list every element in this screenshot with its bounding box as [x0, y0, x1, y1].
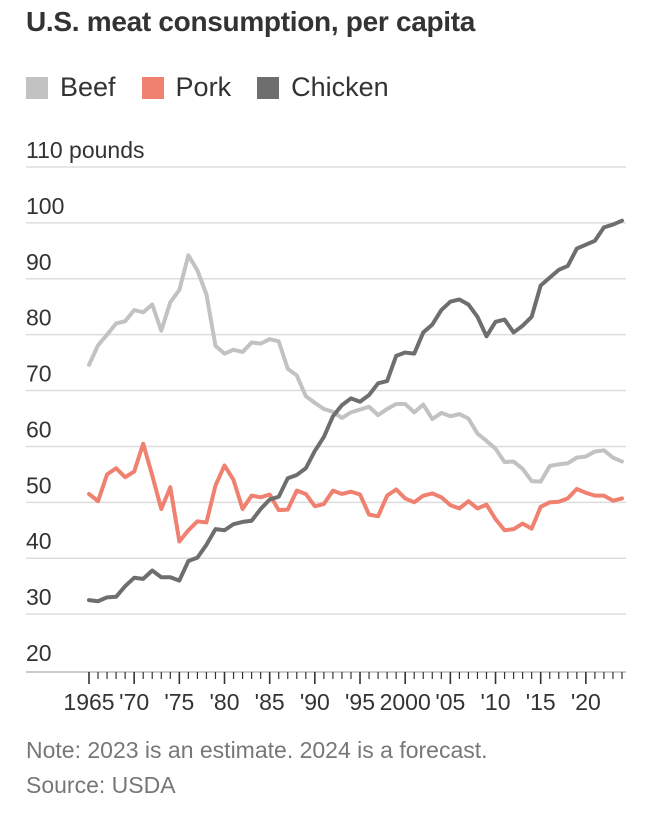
x-tick-label: '90	[300, 689, 330, 715]
legend-swatch-chicken	[257, 76, 280, 99]
x-tick-label: '80	[210, 689, 240, 715]
x-tick-label: '10	[481, 689, 511, 715]
legend-label-beef: Beef	[60, 72, 116, 102]
gridlines	[26, 166, 626, 615]
chart-note: Note: 2023 is an estimate. 2024 is a for…	[26, 737, 488, 763]
y-tick-label: 40	[26, 528, 52, 554]
x-axis: 1965'70 '75 '80 '85 '90 '95 2000'05 '10 '15 '20	[26, 671, 626, 715]
x-tick-label: '95	[345, 689, 375, 715]
legend: Beef Pork Chicken	[26, 72, 415, 103]
y-tick-label: 20	[26, 640, 52, 666]
legend-item-beef: Beef	[26, 72, 116, 103]
legend-item-pork: Pork	[141, 72, 232, 103]
y-tick-label: 100	[26, 193, 64, 219]
x-tick-label: '05	[435, 689, 465, 715]
y-tick-label: 30	[26, 584, 52, 610]
y-axis-tick-labels: 110 pounds 100 90 80 70 60 50 40 30 20	[26, 137, 145, 666]
line-chart: 110 pounds 100 90 80 70 60 50 40 30 20 1965'70 '75…	[26, 137, 626, 715]
x-tick-label: '15	[526, 689, 556, 715]
y-tick-label: 50	[26, 472, 52, 498]
series-line-pork	[87, 441, 624, 544]
series-line-chicken	[87, 218, 624, 604]
legend-label-chicken: Chicken	[291, 72, 389, 102]
chart-source: Source: USDA	[26, 772, 176, 798]
y-tick-label: 90	[26, 249, 52, 275]
legend-label-pork: Pork	[175, 72, 232, 102]
x-tick-label: '20	[571, 689, 601, 715]
x-tick-label: '85	[255, 689, 285, 715]
legend-swatch-pork	[141, 76, 164, 99]
y-tick-label: 60	[26, 416, 52, 442]
series-lines	[87, 218, 624, 604]
y-tick-label: 110 pounds	[26, 137, 145, 163]
x-tick-label: '75	[164, 689, 194, 715]
series-line-beef	[87, 253, 624, 484]
legend-item-chicken: Chicken	[257, 72, 389, 103]
y-tick-label: 70	[26, 361, 52, 387]
y-tick-label: 80	[26, 305, 52, 331]
x-tick-label: 2000	[380, 689, 431, 715]
legend-swatch-beef	[26, 76, 48, 99]
chart-title: U.S. meat consumption, per capita	[26, 6, 476, 37]
x-tick-label: 1965	[63, 689, 114, 715]
x-tick-label: '70	[119, 689, 149, 715]
